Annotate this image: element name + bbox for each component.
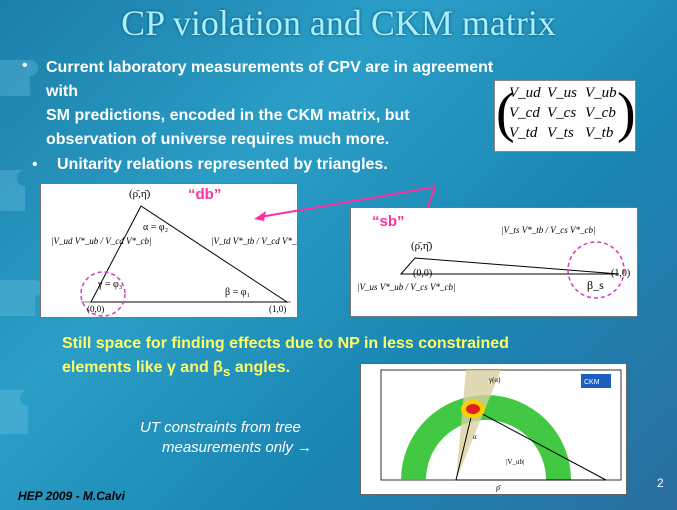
sb-triangle-panel: |V_us V*_ub / V_cs V*_cb| |V_ts V*_tb / …	[350, 207, 638, 317]
alpha-label: α = φ₂	[143, 222, 169, 233]
sb-origin-label: (0,0)	[413, 268, 433, 279]
ckm-element: V_td	[509, 125, 538, 141]
beta-label: β = φ₁	[225, 287, 250, 298]
slide-title: CP violation and CKM matrix	[121, 3, 556, 43]
svg-text:|V_us V*_ub / V_cs V*_cb|: |V_us V*_ub / V_cs V*_cb|	[357, 282, 455, 292]
ut-plot-svg: CKM γ(α) α |V_ub| ρ̄	[380, 369, 622, 492]
db-origin-label: (0,0)	[87, 304, 105, 314]
still-line2-text: elements like γ and β	[62, 359, 223, 376]
beta-s-label: β_s	[587, 278, 604, 292]
svg-text:|V_ts V*_tb / V_cs V*_cb|: |V_ts V*_tb / V_cs V*_cb|	[501, 225, 595, 235]
sb-apex-label: (ρ̄,η̄)	[411, 240, 433, 252]
still-space-text: Still space for finding effects due to N…	[62, 332, 622, 384]
left-paren: (	[496, 82, 515, 144]
bullet-text-2: Unitarity relations represented by trian…	[57, 156, 388, 173]
plot-x-label: ρ̄	[496, 483, 502, 492]
right-paren: )	[617, 82, 636, 144]
footer: HEP 2009 - M.Calvi	[18, 489, 125, 503]
still-line1: Still space for finding effects due to N…	[62, 335, 509, 352]
ckm-element: V_tb	[585, 125, 614, 141]
ut-constraints-plot: CKM γ(α) α |V_ub| ρ̄	[360, 363, 627, 495]
page-number: 2	[657, 476, 664, 490]
sb-triangle-svg: |V_us V*_ub / V_cs V*_cb| |V_ts V*_tb / …	[357, 225, 625, 299]
gamma-label: γ = φ₃	[98, 279, 123, 290]
ckm-element: V_cb	[585, 105, 616, 121]
sb-label: “sb”	[372, 213, 405, 230]
still-line2-sub: s	[222, 364, 231, 380]
plot-alpha-label: α	[473, 433, 477, 441]
utc-line1: UT constraints from tree	[140, 419, 301, 436]
ckm-element: V_us	[547, 85, 577, 101]
bullet-dot: •	[32, 156, 38, 173]
db-end-label: (1,0)	[269, 304, 287, 314]
bullet1-line1: Current laboratory measurements of CPV a…	[46, 59, 494, 100]
ckm-element: V_ts	[547, 125, 574, 141]
db-triangle-panel: |V_ud V*_ub / V_cd V*_cb| |V_td V*_tb / …	[40, 183, 307, 318]
ckm-matrix: ( V_ud V_us V_ub V_cd V_cs V_cb V_td V_t…	[494, 80, 636, 152]
bullet-dot: •	[22, 57, 28, 74]
ckm-element: V_ub	[585, 85, 617, 101]
bullet-text-1: Current laboratory measurements of CPV a…	[46, 56, 526, 152]
bullet1-line3: observation of universe requires much mo…	[46, 131, 390, 148]
ckm-element: V_ud	[509, 85, 541, 101]
plot-vub-label: |V_ub|	[506, 458, 524, 466]
db-apex-label: (ρ̄,η̄)	[129, 188, 151, 200]
db-triangle-svg: |V_ud V*_ub / V_cd V*_cb| |V_td V*_tb / …	[51, 205, 307, 317]
ut-constraints-caption: UT constraints from tree measurements on…	[140, 418, 312, 458]
bullet1-line2: SM predictions, encoded in the CKM matri…	[46, 107, 410, 124]
puzzle-decoration	[0, 60, 43, 434]
svg-text:|V_td V*_tb / V_cd V*_cb|: |V_td V*_tb / V_cd V*_cb|	[211, 236, 297, 246]
gamma-alpha-label: γ(α)	[488, 376, 501, 384]
sb-end-label: (1,0)	[611, 268, 631, 279]
ckm-grid: V_ud V_us V_ub V_cd V_cs V_cb V_td V_ts …	[509, 85, 623, 145]
legend-text: CKM	[584, 379, 600, 386]
still-line2-end: angles.	[230, 359, 290, 376]
utc-line2: measurements only →	[162, 439, 313, 456]
svg-text:|V_ud V*_ub / V_cd V*_cb|: |V_ud V*_ub / V_cd V*_cb|	[51, 236, 151, 246]
ckm-element: V_cd	[509, 105, 540, 121]
db-label: “db”	[188, 186, 222, 203]
still-line2: elements like γ and βs angles.	[62, 356, 622, 384]
ckm-element: V_cs	[547, 105, 577, 121]
